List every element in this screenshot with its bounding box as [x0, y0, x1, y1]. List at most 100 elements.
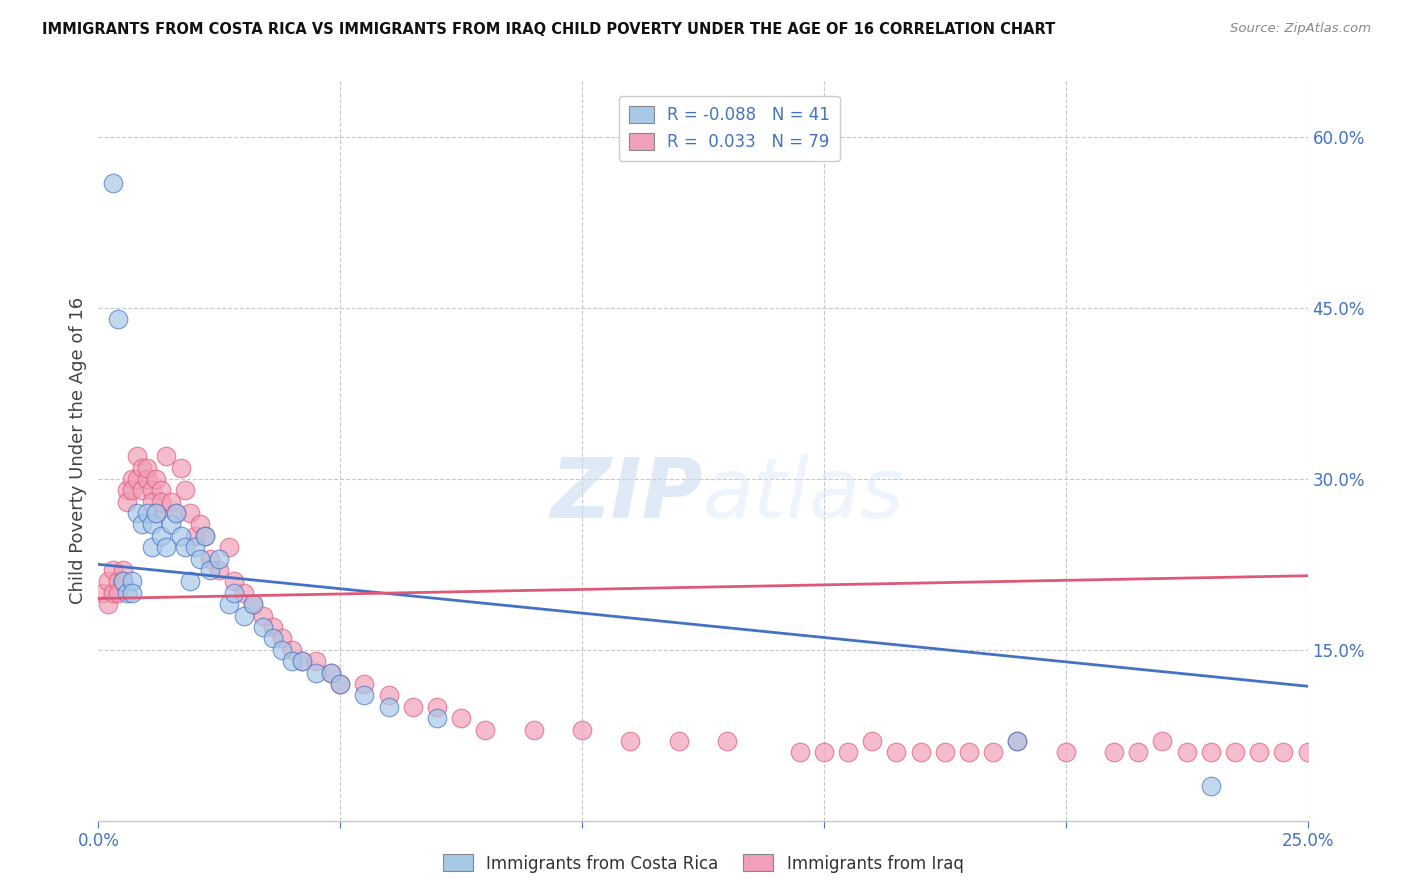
Point [194, 529, 217, 543]
Point [242, 597, 264, 611]
Point [101, 586, 124, 600]
Point [150, 494, 173, 508]
Point [1296, 745, 1319, 759]
Point [1223, 745, 1246, 759]
Point [135, 460, 157, 475]
Text: ZIP: ZIP [550, 454, 703, 535]
Point [141, 517, 163, 532]
Point [262, 620, 284, 634]
Point [127, 449, 149, 463]
Point [813, 745, 835, 759]
Point [131, 517, 153, 532]
Point [232, 586, 254, 600]
Point [121, 586, 143, 600]
Point [329, 677, 352, 691]
Point [155, 449, 177, 463]
Point [169, 460, 191, 475]
Point [377, 689, 399, 703]
Legend: Immigrants from Costa Rica, Immigrants from Iraq: Immigrants from Costa Rica, Immigrants f… [436, 847, 970, 880]
Point [135, 506, 157, 520]
Point [619, 734, 641, 748]
Point [1199, 780, 1222, 794]
Point [121, 483, 143, 498]
Point [377, 699, 399, 714]
Point [188, 551, 211, 566]
Point [281, 642, 304, 657]
Point [402, 699, 425, 714]
Point [141, 494, 163, 508]
Point [1175, 745, 1198, 759]
Point [184, 541, 207, 555]
Point [160, 517, 183, 532]
Point [150, 529, 173, 543]
Point [107, 574, 129, 589]
Point [290, 654, 312, 668]
Point [127, 506, 149, 520]
Point [91, 586, 114, 600]
Point [1128, 745, 1150, 759]
Point [160, 494, 183, 508]
Point [1102, 745, 1125, 759]
Point [141, 483, 163, 498]
Point [910, 745, 932, 759]
Y-axis label: Child Poverty Under the Age of 16: Child Poverty Under the Age of 16 [69, 297, 87, 604]
Point [426, 699, 449, 714]
Point [117, 494, 139, 508]
Point [353, 677, 375, 691]
Point [131, 460, 153, 475]
Point [1152, 734, 1174, 748]
Point [145, 472, 167, 486]
Text: IMMIGRANTS FROM COSTA RICA VS IMMIGRANTS FROM IRAQ CHILD POVERTY UNDER THE AGE O: IMMIGRANTS FROM COSTA RICA VS IMMIGRANTS… [42, 22, 1056, 37]
Point [107, 586, 129, 600]
Point [290, 654, 312, 668]
Point [165, 506, 187, 520]
Point [1007, 734, 1029, 748]
Point [319, 665, 342, 680]
Point [1199, 745, 1222, 759]
Point [169, 529, 191, 543]
Point [271, 632, 294, 646]
Point [174, 483, 197, 498]
Point [208, 551, 231, 566]
Point [179, 506, 201, 520]
Point [474, 723, 496, 737]
Point [1007, 734, 1029, 748]
Point [117, 483, 139, 498]
Point [97, 597, 120, 611]
Point [135, 472, 157, 486]
Point [1249, 745, 1271, 759]
Point [242, 597, 264, 611]
Legend: R = -0.088   N = 41, R =  0.033   N = 79: R = -0.088 N = 41, R = 0.033 N = 79 [619, 96, 839, 161]
Point [252, 620, 274, 634]
Point [934, 745, 956, 759]
Point [426, 711, 449, 725]
Point [111, 563, 134, 577]
Point [121, 574, 143, 589]
Point [150, 483, 173, 498]
Point [837, 745, 859, 759]
Point [957, 745, 980, 759]
Point [97, 574, 120, 589]
Point [1054, 745, 1077, 759]
Point [319, 665, 342, 680]
Point [127, 472, 149, 486]
Point [218, 541, 240, 555]
Point [145, 506, 167, 520]
Point [174, 541, 197, 555]
Point [981, 745, 1004, 759]
Point [450, 711, 472, 725]
Point [165, 506, 187, 520]
Point [145, 506, 167, 520]
Point [1272, 745, 1295, 759]
Point [155, 541, 177, 555]
Point [305, 665, 328, 680]
Point [188, 517, 211, 532]
Point [329, 677, 352, 691]
Point [571, 723, 593, 737]
Point [131, 483, 153, 498]
Point [101, 176, 124, 190]
Point [523, 723, 546, 737]
Point [252, 608, 274, 623]
Point [141, 541, 163, 555]
Point [860, 734, 883, 748]
